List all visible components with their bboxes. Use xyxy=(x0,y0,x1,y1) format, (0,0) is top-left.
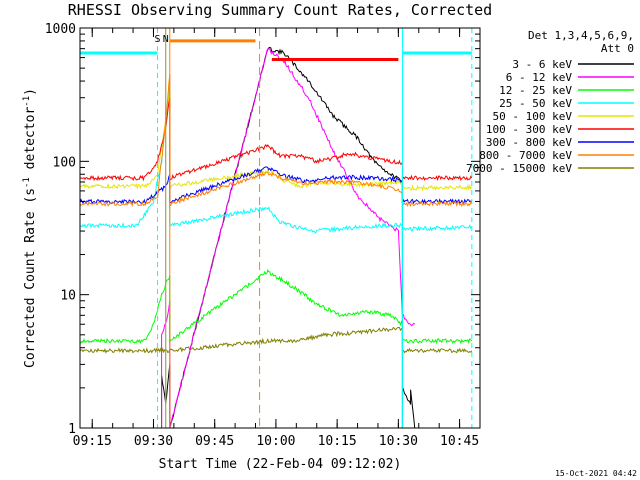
x-tick-label: 10:45 xyxy=(440,434,479,449)
marker-label: N xyxy=(163,34,169,45)
y-tick-label: 1000 xyxy=(45,22,76,37)
series-line xyxy=(79,326,473,354)
legend-label: 6 - 12 keV xyxy=(506,71,573,84)
legend-label: 800 - 7000 keV xyxy=(479,149,572,162)
legend-label: 50 - 100 keV xyxy=(493,110,573,123)
legend-header-line-2: Att 0 xyxy=(601,42,634,55)
y-tick-label: 100 xyxy=(53,155,76,170)
y-axis: 1 10 100 1000 xyxy=(45,22,480,437)
legend-label: 100 - 300 keV xyxy=(486,123,572,136)
y-axis-label: Corrected Count Rate (s-1 detector-1) xyxy=(22,88,38,368)
x-axis: 09:15 09:30 09:45 10:00 10:15 10:30 10:45 xyxy=(73,28,481,449)
series-line xyxy=(161,46,416,429)
legend-label: 7000 - 15000 keV xyxy=(466,162,572,175)
series-line xyxy=(79,74,473,208)
y-tick-label: 10 xyxy=(60,289,76,304)
x-tick-label: 10:15 xyxy=(318,434,357,449)
legend-label: 25 - 50 keV xyxy=(499,97,572,110)
chart-title: RHESSI Observing Summary Count Rates, Co… xyxy=(68,1,492,19)
x-tick-label: 09:15 xyxy=(73,434,112,449)
series-line xyxy=(79,81,473,234)
series-line xyxy=(79,97,473,182)
legend-label: 3 - 6 keV xyxy=(512,58,572,71)
marker-label: S xyxy=(155,34,161,45)
plot-frame xyxy=(79,27,481,429)
x-tick-label: 10:00 xyxy=(256,434,295,449)
x-tick-label: 09:45 xyxy=(195,434,234,449)
x-tick-label: 10:30 xyxy=(379,434,418,449)
footer-date: 15-Oct-2021 04:42 xyxy=(555,469,637,478)
legend-label: 300 - 800 keV xyxy=(486,136,572,149)
x-axis-label: Start Time (22-Feb-04 09:12:02) xyxy=(159,457,402,472)
legend-label: 12 - 25 keV xyxy=(499,84,572,97)
series-line xyxy=(161,48,416,428)
series-group xyxy=(79,46,473,429)
legend-header-line-1: Det 1,3,4,5,6,9, xyxy=(528,29,634,42)
series-line xyxy=(79,268,473,345)
y-tick-label: 1 xyxy=(68,422,76,437)
x-tick-label: 09:30 xyxy=(134,434,173,449)
